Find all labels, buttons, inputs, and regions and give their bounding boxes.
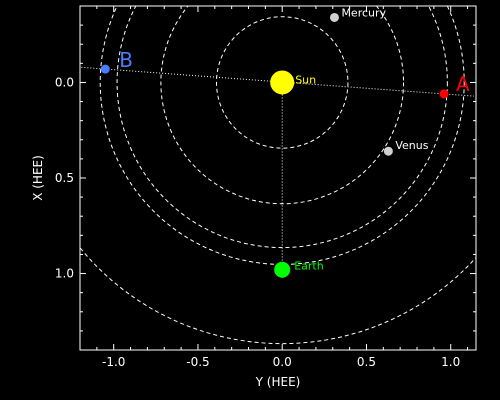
celestial-bodies: Sun Mercury Venus Earth A B bbox=[100, 6, 470, 278]
y-tick-label: 0.0 bbox=[55, 75, 74, 89]
orbit-circle bbox=[215, 16, 349, 149]
sun-marker bbox=[270, 70, 295, 95]
x-tick-label: 0.0 bbox=[273, 355, 292, 369]
x-tick-label: 0.5 bbox=[357, 355, 376, 369]
stereo-a-marker bbox=[439, 89, 449, 99]
stereo-a-label: A bbox=[456, 72, 470, 96]
venus-label: Venus bbox=[395, 139, 428, 152]
x-tick-label: -1.0 bbox=[102, 355, 125, 369]
x-tick-label: -0.5 bbox=[186, 355, 209, 369]
x-axis-label: Y (HEE) bbox=[255, 375, 301, 389]
earth-label: Earth bbox=[294, 260, 324, 273]
y-axis-label: X (HEE) bbox=[31, 155, 45, 201]
orbit-circles bbox=[80, 6, 476, 345]
mercury-label: Mercury bbox=[341, 6, 386, 19]
axes: -1.0 -0.5 0.0 0.5 1.0 0.0 0.5 1.0 bbox=[55, 6, 476, 369]
venus-marker bbox=[383, 146, 393, 156]
connecting-lines bbox=[80, 66, 474, 270]
stereo-b-label: B bbox=[119, 48, 133, 72]
orbit-circle bbox=[160, 6, 405, 205]
stereo-b-marker bbox=[100, 64, 110, 74]
y-tick-label: 1.0 bbox=[55, 267, 74, 281]
earth-marker bbox=[274, 261, 291, 278]
mercury-marker bbox=[329, 12, 339, 22]
x-tick-label: 1.0 bbox=[441, 355, 460, 369]
sun-label: Sun bbox=[295, 73, 316, 86]
a-b-line bbox=[80, 66, 474, 97]
y-tick-label: 0.5 bbox=[55, 171, 74, 185]
orbit-circle bbox=[99, 6, 465, 265]
